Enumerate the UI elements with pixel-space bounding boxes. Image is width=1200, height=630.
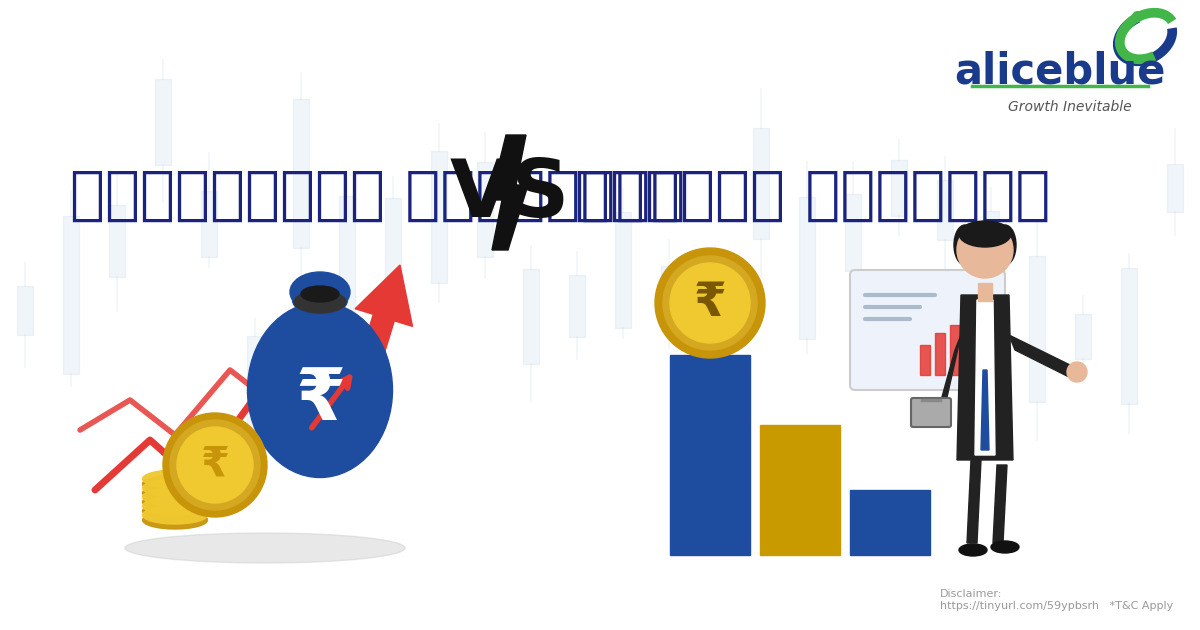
Circle shape: [655, 248, 766, 358]
Bar: [983, 212, 998, 347]
Polygon shape: [937, 335, 961, 415]
Ellipse shape: [301, 286, 340, 302]
Circle shape: [670, 263, 750, 343]
Ellipse shape: [143, 488, 208, 506]
Polygon shape: [974, 300, 995, 455]
Bar: [707, 258, 722, 413]
Bar: [523, 268, 539, 364]
Bar: [64, 216, 79, 374]
Bar: [616, 212, 631, 328]
Text: ₹: ₹: [694, 280, 726, 326]
Ellipse shape: [143, 493, 208, 511]
Bar: [965, 337, 974, 375]
Ellipse shape: [994, 225, 1016, 265]
FancyBboxPatch shape: [850, 270, 1006, 390]
Bar: [661, 266, 677, 317]
Ellipse shape: [247, 302, 392, 478]
Polygon shape: [982, 370, 989, 450]
Bar: [670, 355, 750, 555]
Bar: [1030, 256, 1045, 402]
Bar: [293, 99, 310, 248]
FancyBboxPatch shape: [911, 398, 952, 427]
Polygon shape: [967, 460, 982, 543]
Circle shape: [958, 222, 1013, 278]
Text: ഇക്വിറ്റി ഷെയറുകള്‍: ഇക്വിറ്റി ഷെയറുകള്‍: [70, 166, 685, 224]
Bar: [754, 128, 769, 239]
Bar: [247, 336, 263, 447]
Ellipse shape: [290, 272, 350, 312]
Bar: [1121, 268, 1138, 404]
Bar: [155, 79, 172, 165]
Bar: [431, 151, 446, 284]
Bar: [760, 425, 840, 555]
Text: Growth Inevitable: Growth Inevitable: [1008, 100, 1132, 114]
Text: Disclaimer:
https://tinyurl.com/59ypbsrh   *T&C Apply: Disclaimer: https://tinyurl.com/59ypbsrh…: [940, 589, 1174, 611]
Bar: [991, 357, 1001, 375]
Ellipse shape: [143, 511, 208, 529]
Ellipse shape: [143, 475, 208, 493]
Bar: [978, 347, 988, 375]
Ellipse shape: [125, 533, 406, 563]
Bar: [890, 159, 907, 216]
Bar: [385, 198, 401, 283]
Polygon shape: [994, 465, 1007, 543]
Ellipse shape: [143, 470, 208, 488]
Text: ₹: ₹: [295, 365, 346, 435]
Bar: [478, 163, 493, 256]
FancyArrow shape: [330, 265, 413, 463]
Bar: [340, 196, 355, 316]
Ellipse shape: [143, 479, 208, 497]
Bar: [937, 180, 953, 240]
Ellipse shape: [143, 502, 208, 520]
Circle shape: [170, 420, 260, 510]
Bar: [799, 197, 815, 339]
Circle shape: [1067, 362, 1087, 382]
Bar: [850, 490, 930, 555]
Ellipse shape: [959, 544, 986, 556]
Bar: [920, 345, 930, 375]
Circle shape: [163, 413, 266, 517]
Ellipse shape: [294, 291, 346, 313]
Ellipse shape: [954, 225, 976, 265]
Text: ₹: ₹: [200, 444, 229, 486]
Bar: [950, 325, 960, 375]
Bar: [1166, 164, 1183, 212]
Bar: [845, 194, 862, 272]
Bar: [109, 205, 125, 277]
Circle shape: [662, 256, 757, 350]
Ellipse shape: [143, 506, 208, 524]
Text: മുൻഗണന ഓഹരികള്‍: മുൻഗണന ഓഹരികള്‍: [575, 166, 1050, 224]
Polygon shape: [490, 135, 528, 250]
Polygon shape: [958, 295, 1013, 460]
Bar: [1075, 314, 1091, 359]
Bar: [17, 286, 34, 335]
Polygon shape: [1009, 335, 1075, 380]
Ellipse shape: [991, 541, 1019, 553]
Ellipse shape: [293, 285, 348, 315]
Text: VS: VS: [450, 156, 570, 234]
Ellipse shape: [143, 497, 208, 515]
Bar: [202, 191, 217, 256]
Bar: [569, 275, 586, 336]
Bar: [978, 283, 992, 301]
Ellipse shape: [959, 221, 1010, 247]
Bar: [935, 333, 946, 375]
Text: aliceblue: aliceblue: [954, 51, 1165, 93]
Ellipse shape: [143, 484, 208, 502]
Circle shape: [178, 427, 253, 503]
